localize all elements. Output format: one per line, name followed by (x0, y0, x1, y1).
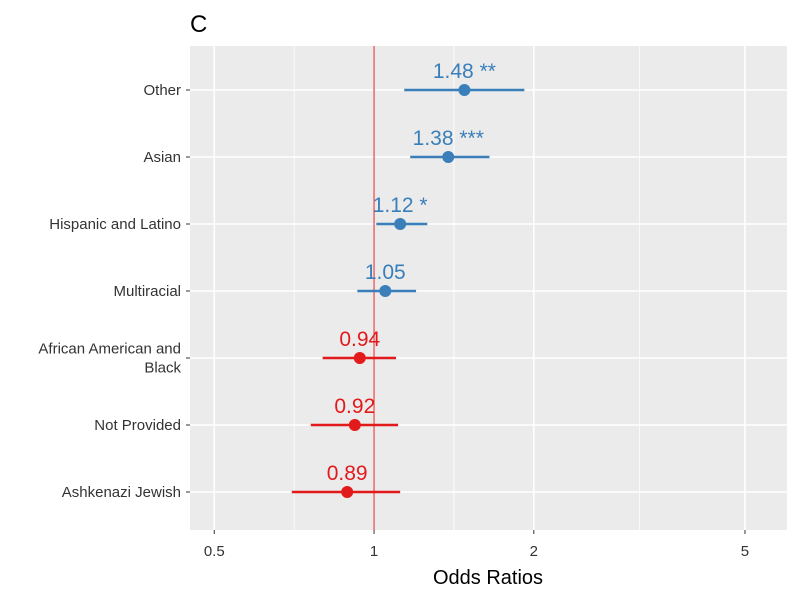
plot-panel (190, 46, 787, 530)
y-tick-label: Hispanic and Latino (49, 216, 181, 233)
x-axis: 0.5 1 2 5 (204, 530, 749, 560)
panel-label: C (190, 11, 207, 38)
estimate-point (442, 151, 455, 163)
estimate-point (379, 285, 392, 297)
estimate-point (394, 218, 407, 230)
estimate-point (458, 84, 471, 96)
y-tick-label: Ashkenazi Jewish (62, 484, 181, 501)
data-label: 1.12 * (373, 194, 428, 217)
y-tick-label-line: African American and (38, 341, 181, 358)
y-tick-label-line: Black (144, 360, 181, 377)
estimate-point (341, 486, 354, 498)
y-axis: Other Asian Hispanic and Latino Multiracial… (38, 82, 190, 501)
x-tick-label: 5 (741, 543, 749, 560)
x-tick-label: 0.5 (204, 543, 225, 560)
data-label: 1.05 (365, 261, 406, 284)
estimate-point (353, 352, 366, 364)
data-label: 0.92 (334, 395, 375, 418)
marks-layer: 1.48 ** 1.38 *** 1.12 * 1.05 0.94 0.92 0.89 (291, 60, 525, 498)
data-label: 0.94 (339, 328, 380, 351)
data-label: 1.48 ** (433, 60, 496, 83)
x-tick-label: 1 (370, 543, 378, 560)
x-axis-title: Odds Ratios (433, 567, 543, 589)
y-tick-label: Other (143, 82, 181, 99)
y-tick-label: Asian (143, 149, 181, 166)
estimate-point (348, 419, 361, 431)
data-label: 0.89 (327, 462, 368, 485)
y-tick-label: Not Provided (94, 417, 181, 434)
y-tick-label: Multiracial (113, 283, 181, 300)
x-tick-label: 2 (530, 543, 538, 560)
data-label: 1.38 *** (413, 127, 484, 150)
y-tick-label: African American and Black (38, 341, 181, 377)
